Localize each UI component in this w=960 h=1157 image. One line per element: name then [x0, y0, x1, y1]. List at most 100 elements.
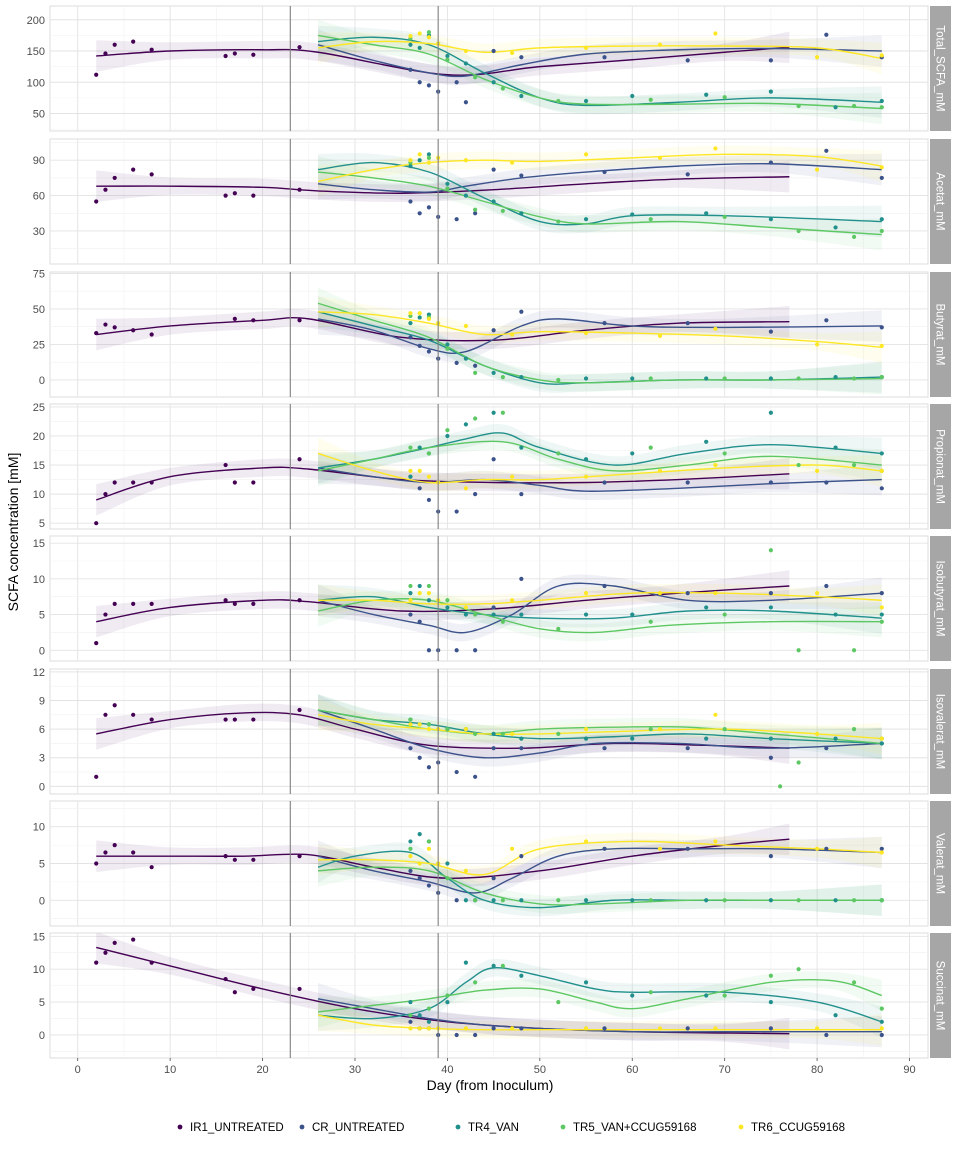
data-point-TR6_CCUG59168 — [713, 146, 718, 151]
data-point-TR4_VAN — [879, 1019, 884, 1024]
data-point-CR_UNTREATED — [768, 160, 773, 165]
data-point-CR_UNTREATED — [408, 746, 413, 751]
data-point-IR1_UNTREATED — [297, 598, 302, 603]
y-tick-label: 3 — [39, 753, 45, 765]
data-point-IR1_UNTREATED — [223, 462, 228, 468]
data-point-CR_UNTREATED — [768, 591, 773, 596]
data-point-TR5_VAN+CCUG59168 — [648, 898, 653, 903]
data-point-TR5_VAN+CCUG59168 — [408, 583, 413, 589]
data-point-TR5_VAN+CCUG59168 — [408, 717, 413, 722]
data-point-IR1_UNTREATED — [232, 480, 237, 485]
data-point-TR4_VAN — [630, 736, 635, 741]
data-point-TR6_CCUG59168 — [510, 731, 515, 736]
panel-content — [94, 410, 884, 526]
data-point-TR6_CCUG59168 — [879, 605, 884, 610]
data-point-TR4_VAN — [583, 898, 589, 903]
data-point-CR_UNTREATED — [824, 318, 829, 323]
data-point-TR6_CCUG59168 — [463, 868, 468, 873]
data-point-TR4_VAN — [583, 736, 589, 741]
data-point-TR6_CCUG59168 — [408, 311, 413, 316]
data-point-CR_UNTREATED — [519, 1026, 524, 1031]
data-point-IR1_UNTREATED — [251, 717, 256, 722]
data-point-CR_UNTREATED — [879, 846, 884, 851]
data-point-TR6_CCUG59168 — [417, 468, 422, 473]
panel-background — [49, 932, 929, 1059]
data-point-TR5_VAN+CCUG59168 — [556, 999, 561, 1005]
facet-label: Succinat_mM — [934, 961, 946, 1031]
data-point-CR_UNTREATED — [408, 67, 413, 72]
data-point-TR5_VAN+CCUG59168 — [796, 228, 801, 234]
data-point-TR6_CCUG59168 — [417, 1026, 422, 1031]
data-point-CR_UNTREATED — [408, 612, 413, 617]
confidence-band-CR_UNTREATED — [318, 303, 882, 363]
confidence-band-IR1_UNTREATED — [96, 458, 790, 516]
y-tick-label: 5 — [39, 859, 45, 871]
smooth-line-TR6_CCUG59168 — [318, 840, 882, 876]
data-point-CR_UNTREATED — [454, 648, 459, 653]
data-point-TR6_CCUG59168 — [426, 846, 432, 851]
data-point-IR1_UNTREATED — [94, 774, 99, 779]
data-point-TR4_VAN — [426, 598, 432, 603]
data-point-CR_UNTREATED — [491, 457, 496, 462]
data-point-TR6_CCUG59168 — [713, 712, 718, 717]
confidence-band-TR5_VAN+CCUG59168 — [318, 971, 882, 1028]
data-point-TR4_VAN — [463, 960, 468, 965]
data-point-TR4_VAN — [768, 605, 773, 610]
data-point-CR_UNTREATED — [417, 211, 422, 216]
legend-swatch — [299, 1124, 305, 1130]
data-point-TR5_VAN+CCUG59168 — [556, 626, 561, 631]
smooth-line-TR4_VAN — [317, 709, 882, 745]
y-tick-label: 60 — [33, 191, 45, 203]
y-tick-label: 0 — [39, 1030, 45, 1042]
y-tick-label: 15 — [33, 538, 45, 550]
panel-Isovalerat_mM: 0 3 6 9 12 Isovalerat_mM — [33, 667, 951, 795]
data-point-TR5_VAN+CCUG59168 — [722, 214, 727, 219]
data-point-IR1_UNTREATED — [131, 167, 136, 172]
y-tick-label: 30 — [33, 226, 45, 238]
data-point-TR5_VAN+CCUG59168 — [408, 445, 413, 450]
data-point-CR_UNTREATED — [768, 480, 773, 485]
data-point-TR5_VAN+CCUG59168 — [445, 346, 450, 351]
data-point-TR4_VAN — [630, 93, 635, 99]
data-point-CR_UNTREATED — [602, 169, 607, 175]
data-point-TR4_VAN — [445, 53, 450, 59]
confidence-band-TR4_VAN — [318, 694, 882, 760]
data-point-TR4_VAN — [833, 612, 838, 617]
data-point-TR5_VAN+CCUG59168 — [722, 727, 727, 732]
data-point-TR6_CCUG59168 — [814, 342, 820, 347]
data-point-TR6_CCUG59168 — [814, 468, 820, 473]
data-point-TR5_VAN+CCUG59168 — [851, 234, 857, 239]
data-point-TR6_CCUG59168 — [510, 50, 515, 55]
data-point-TR6_CCUG59168 — [408, 468, 413, 473]
x-tick-label: 20 — [256, 1064, 268, 1076]
data-point-TR5_VAN+CCUG59168 — [648, 990, 653, 995]
data-point-TR5_VAN+CCUG59168 — [648, 217, 653, 222]
data-point-TR4_VAN — [879, 612, 884, 617]
confidence-band-TR4_VAN — [318, 424, 882, 484]
data-point-TR4_VAN — [630, 212, 635, 217]
smooth-line-TR5_VAN+CCUG59168 — [317, 598, 882, 634]
data-point-TR4_VAN — [879, 98, 884, 104]
data-point-TR4_VAN — [491, 731, 496, 736]
data-point-TR5_VAN+CCUG59168 — [768, 973, 773, 978]
data-point-IR1_UNTREATED — [297, 318, 302, 323]
data-point-IR1_UNTREATED — [112, 175, 117, 181]
confidence-band-CR_UNTREATED — [318, 29, 882, 86]
data-point-TR6_CCUG59168 — [814, 1026, 820, 1031]
data-point-TR6_CCUG59168 — [657, 468, 663, 473]
data-point-CR_UNTREATED — [519, 854, 524, 859]
data-point-IR1_UNTREATED — [112, 601, 117, 606]
data-point-IR1_UNTREATED — [94, 330, 99, 336]
data-point-TR5_VAN+CCUG59168 — [796, 967, 801, 972]
data-point-TR6_CCUG59168 — [713, 31, 718, 36]
data-point-IR1_UNTREATED — [223, 193, 228, 198]
smooth-line-TR6_CCUG59168 — [317, 153, 882, 183]
data-point-CR_UNTREATED — [685, 321, 690, 326]
data-point-IR1_UNTREATED — [112, 703, 117, 708]
smooth-line-IR1_UNTREATED — [96, 711, 790, 750]
data-point-TR5_VAN+CCUG59168 — [879, 228, 884, 234]
smooth-line-TR4_VAN — [317, 432, 882, 469]
facet-strip — [930, 801, 951, 926]
data-point-CR_UNTREATED — [473, 774, 478, 779]
panel-Valerat_mM: 0 5 10 Valerat_mM — [33, 800, 951, 927]
